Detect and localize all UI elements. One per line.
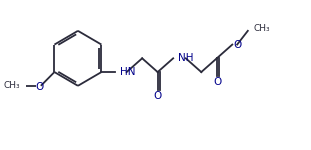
- Text: O: O: [233, 40, 242, 50]
- Text: CH₃: CH₃: [254, 24, 270, 33]
- Text: O: O: [214, 77, 222, 87]
- Text: NH: NH: [178, 53, 193, 63]
- Text: O: O: [36, 82, 44, 92]
- Text: HN: HN: [120, 67, 135, 77]
- Text: CH₃: CH₃: [4, 81, 21, 90]
- Text: O: O: [154, 91, 162, 101]
